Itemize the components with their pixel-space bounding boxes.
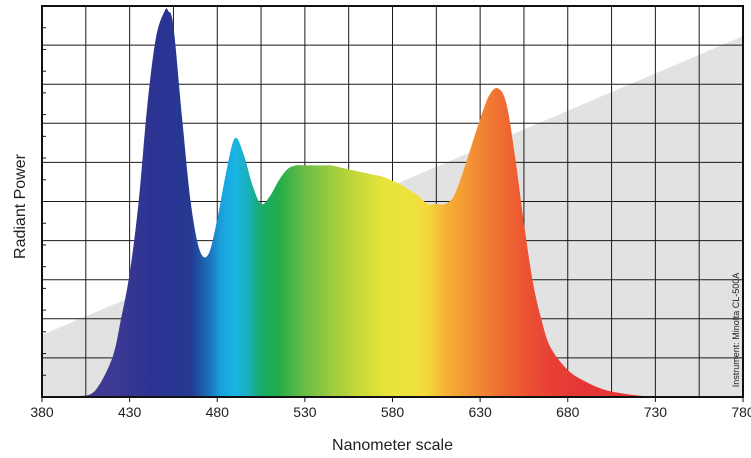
y-axis-title: Radiant Power [12,153,29,259]
x-tick-label: 480 [206,404,230,420]
spectrum-area [59,8,673,397]
x-axis-ticks: 380 430 480 530 580 630 680 730 780 [30,397,751,420]
x-tick-label: 630 [468,404,492,420]
x-tick-label: 680 [556,404,580,420]
x-tick-label: 580 [381,404,405,420]
x-tick-label: 530 [293,404,317,420]
x-axis-title: Nanometer scale [332,437,453,454]
instrument-note: Instrument: Minolta CL-500A [731,273,741,388]
series-layer [59,8,673,397]
x-tick-label: 780 [731,404,751,420]
x-tick-label: 430 [118,404,142,420]
x-tick-label: 380 [30,404,54,420]
labels: Nanometer scale Radiant Power Instrument… [12,153,741,454]
x-tick-label: 730 [644,404,668,420]
